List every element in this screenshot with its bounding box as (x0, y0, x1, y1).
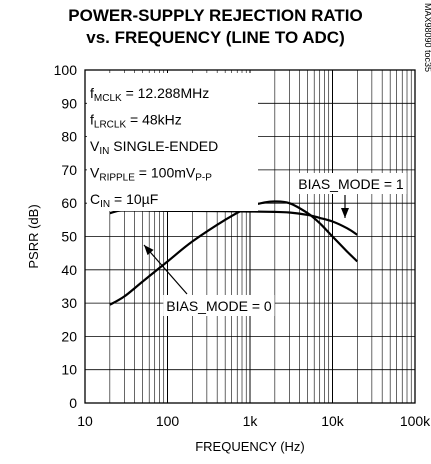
plot-frame (84, 69, 416, 404)
y-tick-label: 10 (61, 362, 77, 378)
condition-line: VRIPPLE = 100mVP-P (90, 165, 212, 184)
part-number-watermark: MAX98090 toc35 (423, 3, 431, 72)
condition-line: fLRCLK = 48kHz (90, 112, 182, 131)
condition-line: fMCLK = 12.288MHz (90, 85, 209, 104)
conditions-box: fMCLK = 12.288MHz fLRCLK = 48kHz VIN SINGL… (87, 73, 258, 211)
y-tick-label: 0 (69, 395, 77, 411)
x-tick-label: 100 (156, 413, 180, 429)
conditions-box-background (87, 73, 258, 211)
x-tick-labels: 10 100 1k 10k 100k (77, 413, 431, 429)
annotation-bias-mode-0-bg (163, 295, 275, 316)
y-tick-label: 70 (61, 162, 77, 178)
y-axis-label: PSRR (dB) (26, 204, 41, 268)
y-tick-label: 20 (61, 328, 77, 344)
y-tick-label: 50 (61, 229, 77, 245)
y-tick-label: 90 (61, 95, 77, 111)
y-tick-label: 40 (61, 262, 77, 278)
annotation-bias-mode-1: BIAS_MODE = 1 (298, 176, 404, 192)
y-tick-label: 30 (61, 295, 77, 311)
x-tick-label: 10 (77, 413, 93, 429)
annotation-arrow-bias-mode-0-head (144, 245, 154, 256)
chart-title-line-2: vs. FREQUENCY (LINE TO ADC) (86, 28, 345, 47)
x-axis-label: FREQUENCY (Hz) (195, 439, 305, 454)
series-line-bias-mode-0 (109, 200, 359, 306)
x-tick-label: 100k (400, 413, 431, 429)
annotation-bias-mode-1-bg (295, 173, 407, 194)
condition-line: CIN = 10µF (90, 191, 158, 210)
y-tick-label: 100 (54, 62, 78, 78)
condition-line: VIN SINGLE-ENDED (90, 138, 218, 157)
x-tick-label: 1k (243, 413, 259, 429)
y-tick-label: 60 (61, 195, 77, 211)
annotation-bias-mode-0: BIAS_MODE = 0 (166, 298, 272, 314)
annotation-arrow-bias-mode-0 (143, 244, 188, 295)
chart-title-line-1: POWER-SUPPLY REJECTION RATIO (68, 6, 363, 25)
annotation-arrow-bias-mode-1-head (341, 208, 349, 218)
y-tick-labels: 0 10 20 30 40 50 60 70 80 90 100 (54, 62, 78, 411)
series-annotations: BIAS_MODE = 1 BIAS_MODE = 0 (143, 173, 407, 316)
x-tick-label: 10k (321, 413, 345, 429)
y-tick-label: 80 (61, 129, 77, 145)
